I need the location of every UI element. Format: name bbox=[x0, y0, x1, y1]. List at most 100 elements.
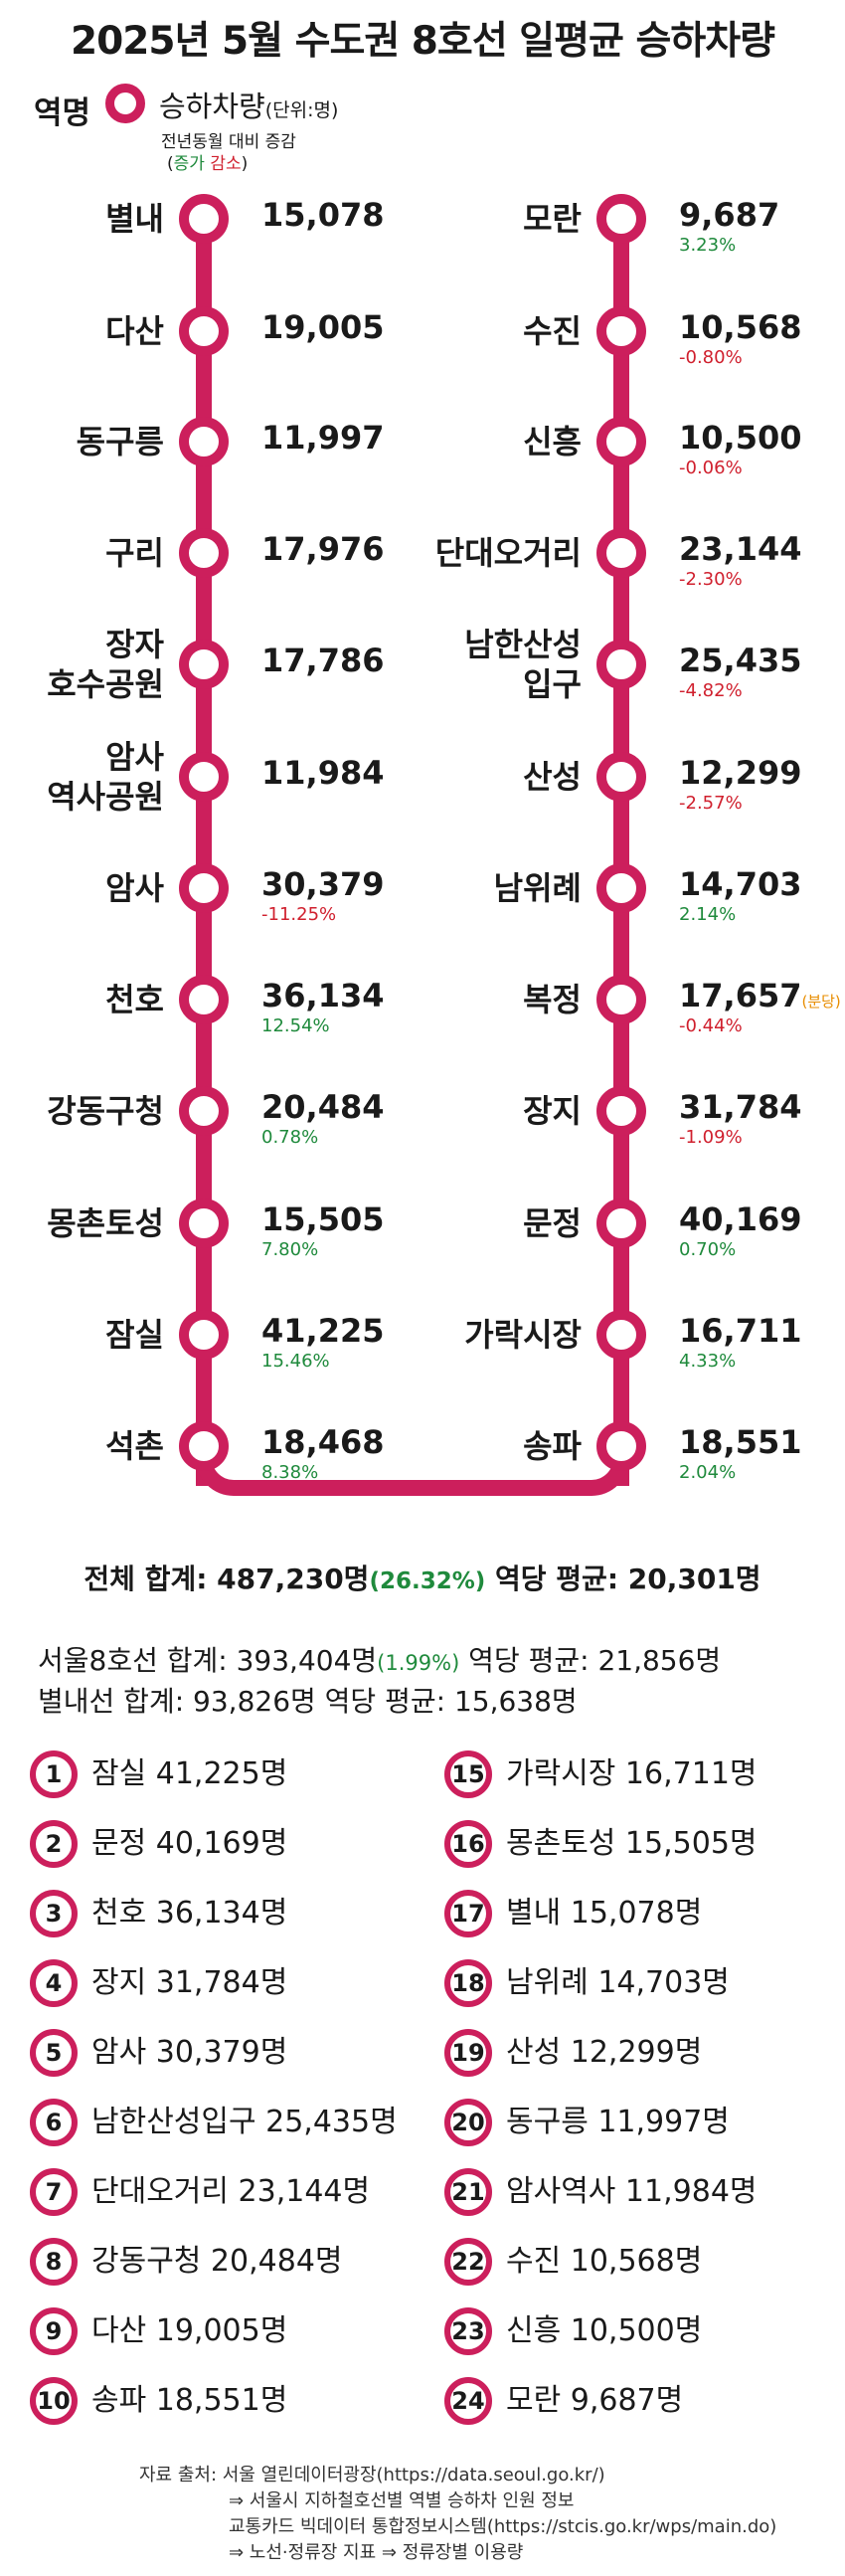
left-station-count-value: 20,484 bbox=[261, 1088, 385, 1126]
right-station-name-line: 수진 bbox=[523, 312, 582, 350]
right-station-count-value: 18,551 bbox=[679, 1423, 802, 1461]
right-station-name: 단대오거리 bbox=[435, 533, 582, 573]
left-station-name: 석촌 bbox=[105, 1426, 164, 1466]
right-station-name: 복정 bbox=[523, 980, 582, 1019]
left-station-change: -11.25% bbox=[261, 904, 337, 925]
right-station-change: 0.70% bbox=[679, 1239, 737, 1260]
right-station-count-value: 16,711 bbox=[679, 1312, 802, 1350]
right-station-name-line: 입구 bbox=[523, 665, 582, 703]
left-station-name-line: 구리 bbox=[105, 534, 164, 572]
left-station-count: 30,379 bbox=[261, 864, 384, 904]
right-station-count: 10,568 bbox=[679, 307, 801, 347]
line8-change: (1.99%) bbox=[377, 1651, 460, 1675]
right-station-name-line: 장지 bbox=[523, 1092, 582, 1130]
left-station-node-icon bbox=[179, 752, 229, 802]
total-change: (26.32%) bbox=[369, 1568, 486, 1594]
right-station-count-value: 9,687 bbox=[679, 196, 780, 234]
rank-item: 다산 19,005명 bbox=[91, 2313, 288, 2348]
left-station-name: 천호 bbox=[105, 980, 164, 1019]
source-line: ⇒ 서울시 지하철호선별 역별 승하차 인원 정보 bbox=[229, 2490, 575, 2511]
legend-unit: (단위:명) bbox=[264, 99, 339, 121]
left-station-count: 11,984 bbox=[261, 753, 384, 793]
left-station-name: 다산 bbox=[105, 311, 164, 351]
rank-item: 단대오거리 23,144명 bbox=[91, 2174, 371, 2209]
right-station-count: 9,687 bbox=[679, 195, 779, 235]
rank-item: 암사 30,379명 bbox=[91, 2035, 288, 2070]
right-station-count: 17,657(분당) bbox=[679, 976, 841, 1021]
line8-summary: 서울8호선 합계: 393,404명(1.99%) 역당 평균: 21,856명 bbox=[38, 1644, 722, 1677]
left-station-node-icon bbox=[179, 640, 229, 689]
source-line: 교통카드 빅데이터 통합정보시스템(https://stcis.go.kr/wp… bbox=[229, 2516, 777, 2537]
right-station-name: 수진 bbox=[523, 311, 582, 351]
legend-station-circle-icon bbox=[105, 84, 145, 123]
rank-item: 남위례 14,703명 bbox=[506, 1965, 730, 2000]
right-station-count-value: 12,299 bbox=[679, 754, 802, 792]
right-station-name-line: 송파 bbox=[523, 1427, 582, 1465]
right-station-name: 장지 bbox=[523, 1091, 582, 1131]
left-station-count-value: 17,976 bbox=[261, 530, 385, 568]
right-station-name-line: 모란 bbox=[523, 200, 582, 238]
right-station-change: -0.44% bbox=[679, 1015, 743, 1036]
left-station-name-line: 역사공원 bbox=[47, 778, 164, 816]
right-station-name: 신흥 bbox=[523, 422, 582, 461]
right-station-node-icon bbox=[596, 1198, 646, 1248]
left-station-count: 20,484 bbox=[261, 1087, 384, 1127]
left-station-name: 몽촌토성 bbox=[47, 1203, 164, 1243]
right-station-count-value: 25,435 bbox=[679, 642, 802, 679]
rank-item: 가락시장 16,711명 bbox=[506, 1756, 758, 1791]
rank-item: 장지 31,784명 bbox=[91, 1965, 288, 2000]
rank-badge-icon: 18 bbox=[444, 1959, 492, 2007]
legend-station-label: 역명 bbox=[34, 95, 91, 131]
right-station-name: 남한산성 입구 bbox=[464, 625, 582, 704]
left-station-node-icon bbox=[179, 528, 229, 578]
left-station-node-icon bbox=[179, 194, 229, 244]
right-station-count: 14,703 bbox=[679, 864, 801, 904]
left-station-count-value: 11,997 bbox=[261, 419, 385, 457]
legend-count-label: 승하차량(단위:명) bbox=[159, 90, 339, 123]
left-station-change: 12.54% bbox=[261, 1015, 330, 1036]
right-station-name-line: 남위례 bbox=[493, 869, 582, 907]
rank-badge-icon: 5 bbox=[30, 2029, 78, 2077]
left-station-name: 장자 호수공원 bbox=[47, 625, 164, 704]
left-station-name-line: 동구릉 bbox=[76, 423, 164, 460]
rank-badge-icon: 4 bbox=[30, 1959, 78, 2007]
rank-badge-icon: 7 bbox=[30, 2168, 78, 2216]
rank-item: 몽촌토성 15,505명 bbox=[506, 1826, 758, 1861]
right-station-count: 12,299 bbox=[679, 753, 801, 793]
left-station-node-icon bbox=[179, 306, 229, 356]
left-station-count: 41,225 bbox=[261, 1311, 384, 1351]
rank-badge-icon: 1 bbox=[30, 1750, 78, 1798]
left-station-node-icon bbox=[179, 1421, 229, 1471]
left-station-name: 암사 bbox=[105, 868, 164, 908]
right-station-count-value: 14,703 bbox=[679, 865, 802, 903]
line-track-left bbox=[196, 219, 212, 1486]
left-station-count-value: 11,984 bbox=[261, 754, 385, 792]
legend-change-colors: (증가 감소) bbox=[167, 154, 249, 174]
right-station-count-value: 23,144 bbox=[679, 530, 802, 568]
left-station-change: 7.80% bbox=[261, 1239, 319, 1260]
right-station-node-icon bbox=[596, 194, 646, 244]
right-station-node-icon bbox=[596, 417, 646, 466]
left-station-count-value: 15,505 bbox=[261, 1200, 385, 1238]
left-station-node-icon bbox=[179, 1198, 229, 1248]
rank-badge-icon: 8 bbox=[30, 2238, 78, 2286]
left-station-count: 18,468 bbox=[261, 1422, 384, 1462]
left-station-name: 별내 bbox=[105, 199, 164, 239]
left-station-count-value: 15,078 bbox=[261, 196, 385, 234]
right-station-count: 10,500 bbox=[679, 418, 801, 458]
page-title: 2025년 5월 수도권 8호선 일평균 승하차량 bbox=[70, 19, 775, 64]
right-station-name: 가락시장 bbox=[464, 1315, 582, 1355]
byeollae-summary: 별내선 합계: 93,826명 역당 평균: 15,638명 bbox=[38, 1685, 578, 1718]
right-station-name: 모란 bbox=[523, 199, 582, 239]
right-station-count-value: 40,169 bbox=[679, 1200, 802, 1238]
rank-item: 동구릉 11,997명 bbox=[506, 2105, 730, 2139]
left-station-count: 15,078 bbox=[261, 195, 384, 235]
left-station-name-line: 암사 bbox=[105, 869, 164, 907]
left-station-count: 19,005 bbox=[261, 307, 384, 347]
rank-badge-icon: 20 bbox=[444, 2099, 492, 2146]
rank-item: 천호 36,134명 bbox=[91, 1896, 288, 1931]
rank-badge-icon: 17 bbox=[444, 1890, 492, 1937]
left-station-node-icon bbox=[179, 863, 229, 913]
rank-item: 신흥 10,500명 bbox=[506, 2313, 703, 2348]
left-station-name-line: 잠실 bbox=[105, 1316, 164, 1354]
